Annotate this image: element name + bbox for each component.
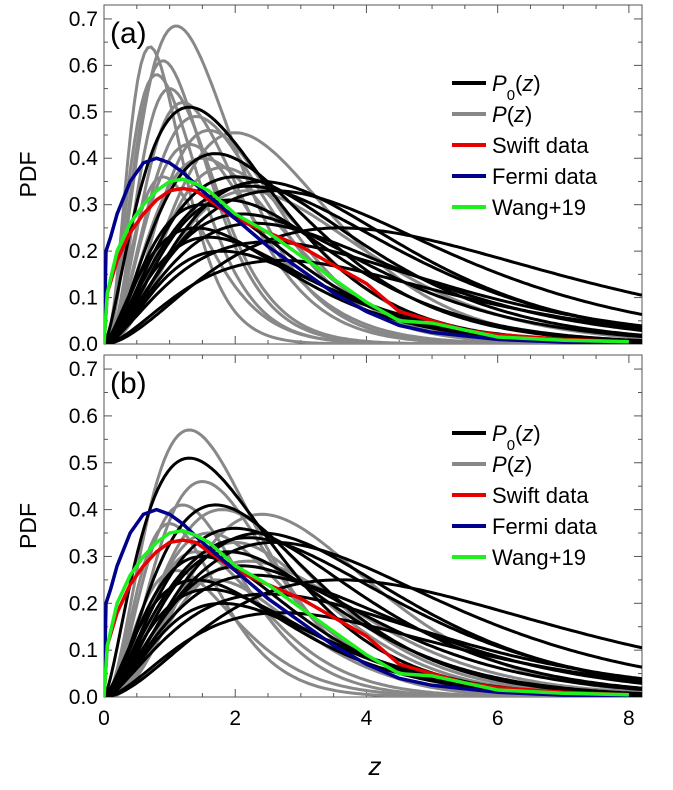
fermi-series-line <box>104 507 629 697</box>
p0-curve <box>104 175 642 344</box>
p0-curve <box>104 212 642 344</box>
legend: P0(z)P(z) Swift data Fermi data Wang+19 <box>452 71 598 220</box>
legend-label: Wang+19 <box>492 545 586 570</box>
p0-curve <box>104 240 642 344</box>
y-tick-label: 0.5 <box>69 101 98 124</box>
legend: P0(z)P(z) Swift data Fermi data Wang+19 <box>452 421 598 570</box>
y-axis-title: PDF <box>15 503 41 549</box>
y-tick-label: 0.1 <box>69 287 98 310</box>
legend-label: Fermi data <box>492 514 598 539</box>
legend-label: Swift data <box>492 483 589 508</box>
y-tick-label: 0.5 <box>69 452 98 475</box>
panel-label: (b) <box>110 367 147 400</box>
legend-label: Wang+19 <box>492 195 586 220</box>
panel-label: (a) <box>110 17 147 50</box>
p0-curve <box>104 531 642 697</box>
x-tick-label: 4 <box>361 707 373 730</box>
legend-label: Swift data <box>492 133 589 158</box>
y-tick-label: 0.7 <box>69 8 98 31</box>
p0-curve <box>104 526 642 697</box>
legend-label: P0(z) <box>492 71 541 104</box>
y-tick-label: 0.0 <box>69 333 98 356</box>
p0-curve <box>104 611 642 697</box>
y-tick-label: 0.1 <box>69 639 98 662</box>
y-tick-label: 0.4 <box>69 499 99 522</box>
x-tick-label: 6 <box>492 707 504 730</box>
legend-label: P0(z) <box>492 421 541 454</box>
y-tick-label: 0.2 <box>69 240 98 263</box>
wang-series-line <box>104 177 629 344</box>
wang-series-line <box>104 528 629 697</box>
y-tick-label: 0.2 <box>69 592 98 615</box>
x-tick-label: 2 <box>229 707 241 730</box>
p0-curve <box>104 180 642 344</box>
p0-curve <box>104 592 642 697</box>
y-tick-label: 0.6 <box>69 405 98 428</box>
y-axis-title: PDF <box>15 152 41 198</box>
y-tick-label: 0.7 <box>69 358 98 381</box>
legend-label: P(z) <box>492 452 532 477</box>
y-tick-label: 0.3 <box>69 545 98 568</box>
legend-label: P(z) <box>492 102 532 127</box>
y-tick-label: 0.6 <box>69 54 98 77</box>
curves <box>104 428 642 697</box>
y-tick-label: 0.3 <box>69 194 98 217</box>
p0-curve <box>104 564 642 697</box>
x-tick-label: 0 <box>98 707 110 730</box>
curves <box>104 24 642 344</box>
x-tick-label: 8 <box>623 707 635 730</box>
plot-frame <box>103 354 643 698</box>
p0-curve <box>104 198 642 344</box>
panel-b: 0.0 0.1 0.2 0.3 0.4 0.5 0.6 0.7 0 2 4 6 8 PDF (b) P0(z)… <box>15 354 643 730</box>
p0-curve <box>104 550 642 697</box>
y-tick-label: 0.4 <box>69 147 99 170</box>
legend-label: Fermi data <box>492 164 598 189</box>
fermi-series-line <box>104 156 629 344</box>
p0-curve <box>104 258 642 344</box>
panel-a: 0.0 0.1 0.2 0.3 0.4 0.5 0.6 0.7 PDF (a) P0(z)P(z) S… <box>15 4 643 356</box>
x-axis-title: z <box>368 751 382 781</box>
y-tick-label: 0.0 <box>69 686 98 709</box>
